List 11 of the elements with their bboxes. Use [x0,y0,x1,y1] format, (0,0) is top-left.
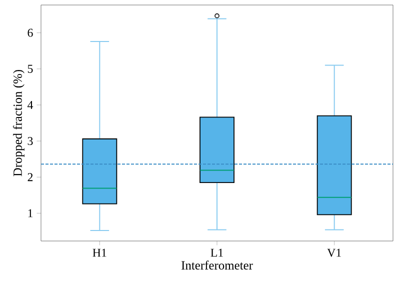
y-tick-label: 6 [28,28,33,37]
x-tick-label: H1 [92,248,106,257]
y-tick-label: 2 [28,173,33,182]
x-tick-label: V1 [327,248,341,257]
y-tick-label: 4 [27,101,34,109]
y-axis-title: Dropped fraction (%) [12,70,24,176]
y-tick-label: 5 [28,64,33,73]
x-axis-title: Interferometer [182,260,253,270]
x-tick-label: L1 [210,248,223,257]
y-tick-label: 1 [28,209,33,218]
y-tick-label: 3 [28,137,33,146]
